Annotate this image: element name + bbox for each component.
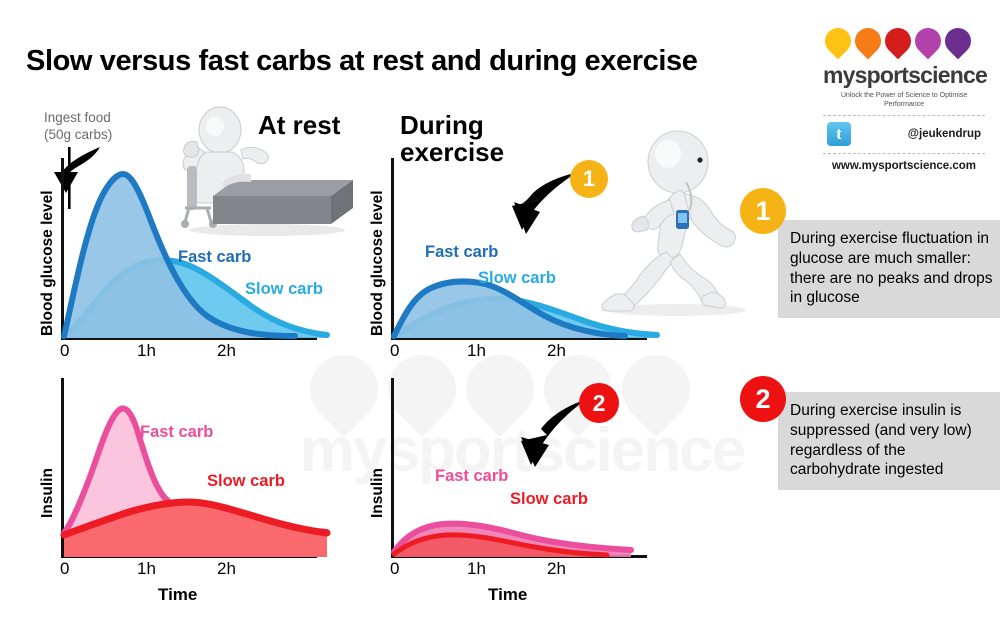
x-tick-1h: 1h <box>137 341 156 360</box>
ingest-line-2: (50g carbs) <box>44 126 113 142</box>
y-axis-line <box>61 158 64 340</box>
logo-drop-icon <box>819 22 857 60</box>
x-axis-line <box>61 337 317 340</box>
x-tick-2h: 2h <box>547 341 566 360</box>
y-axis-label-insulin: Insulin <box>369 468 386 518</box>
x-tick-2h: 2h <box>547 559 566 578</box>
insulin-at-rest-curves <box>60 405 331 557</box>
series-label-fast-carb: Fast carb <box>425 243 499 261</box>
series-label-slow-carb: Slow carb <box>207 472 285 490</box>
annotation-text-1: During exercise fluctuation in glucose a… <box>778 220 1000 319</box>
twitter-icon[interactable]: t <box>827 122 851 146</box>
x-tick-2h: 2h <box>217 559 236 578</box>
ingest-food-note: Ingest food (50g carbs) <box>44 110 112 144</box>
logo-drop-icon <box>909 22 947 60</box>
panel-title-during-exercise: During exercise <box>400 112 504 165</box>
ingest-arrow-icon <box>54 147 100 209</box>
logo-drop-icon <box>879 22 917 60</box>
panel-title-line-1: During <box>400 110 484 140</box>
inline-badge-2: 2 <box>579 383 619 423</box>
brand-logo: mysportscience Unlock the Power of Scien… <box>819 22 988 172</box>
running-person-icon <box>601 130 746 316</box>
x-tick-1h: 1h <box>467 559 486 578</box>
y-axis-label-insulin: Insulin <box>39 468 56 518</box>
series-label-fast-carb: Fast carb <box>140 423 214 441</box>
person-at-desk-icon <box>181 106 353 236</box>
panel-title-line-2: exercise <box>400 136 505 167</box>
panel-title-at-rest: At rest <box>258 110 341 140</box>
brand-name: mysportscience <box>823 62 988 88</box>
logo-drop-icon <box>939 22 977 60</box>
x-axis-label-time: Time <box>158 585 198 604</box>
chart-insulin-at-rest: Insulin Fast carb Slow carb 0 1h 2h Time <box>0 355 350 605</box>
x-tick-0: 0 <box>60 559 70 578</box>
series-label-slow-carb: Slow carb <box>478 269 556 287</box>
annotation-text-2: During exercise insulin is suppressed (a… <box>778 392 1000 491</box>
y-axis-line <box>391 378 394 558</box>
x-tick-0: 0 <box>390 559 400 578</box>
inline-badge-1: 1 <box>570 160 608 198</box>
y-axis-label-glucose: Blood glucose level <box>369 190 386 336</box>
callout-arrow-2-icon <box>521 399 587 467</box>
twitter-handle[interactable]: @jeukendrup <box>907 128 981 140</box>
y-axis-line <box>61 378 64 558</box>
y-axis-line <box>391 158 394 340</box>
series-label-fast-carb: Fast carb <box>178 248 252 266</box>
annotation-badge-1: 1 <box>740 188 786 234</box>
chart-glucose-at-rest: Ingest food (50g carbs) At rest Blood gl… <box>0 0 353 360</box>
series-label-slow-carb: Slow carb <box>245 280 323 298</box>
x-tick-0: 0 <box>390 341 400 360</box>
social-row[interactable]: t @jeukendrup <box>823 122 985 146</box>
logo-drops <box>819 22 985 60</box>
annotation-badge-2: 2 <box>740 376 786 422</box>
x-tick-2h: 2h <box>217 341 236 360</box>
divider <box>823 153 985 154</box>
logo-drop-icon <box>849 22 887 60</box>
chart-glucose-during-exercise: During exercise 1 Blood glucose level <box>330 0 746 360</box>
glucose-during-exercise-curves <box>391 278 660 339</box>
ingest-line-1: Ingest food <box>44 110 111 125</box>
website-url[interactable]: www.mysportscience.com <box>831 160 976 172</box>
series-label-slow-carb: Slow carb <box>510 490 588 508</box>
x-tick-1h: 1h <box>137 559 156 578</box>
divider <box>823 115 985 116</box>
series-label-fast-carb: Fast carb <box>435 467 509 485</box>
x-tick-1h: 1h <box>467 341 486 360</box>
x-tick-0: 0 <box>60 341 70 360</box>
y-axis-label-glucose: Blood glucose level <box>39 190 56 336</box>
brand-tagline: Unlock the Power of Science to Optimise … <box>840 90 968 108</box>
glucose-at-rest-curves <box>61 171 330 339</box>
x-axis-label-time: Time <box>488 585 528 604</box>
page-title: Slow versus fast carbs at rest and durin… <box>26 45 698 77</box>
insulin-during-exercise-curves <box>391 520 634 558</box>
chart-insulin-during-exercise: 2 Insulin Fast carb Slow carb 0 1h 2h Ti… <box>330 355 730 605</box>
x-axis-line <box>391 337 647 340</box>
callout-arrow-1-icon <box>512 172 578 234</box>
